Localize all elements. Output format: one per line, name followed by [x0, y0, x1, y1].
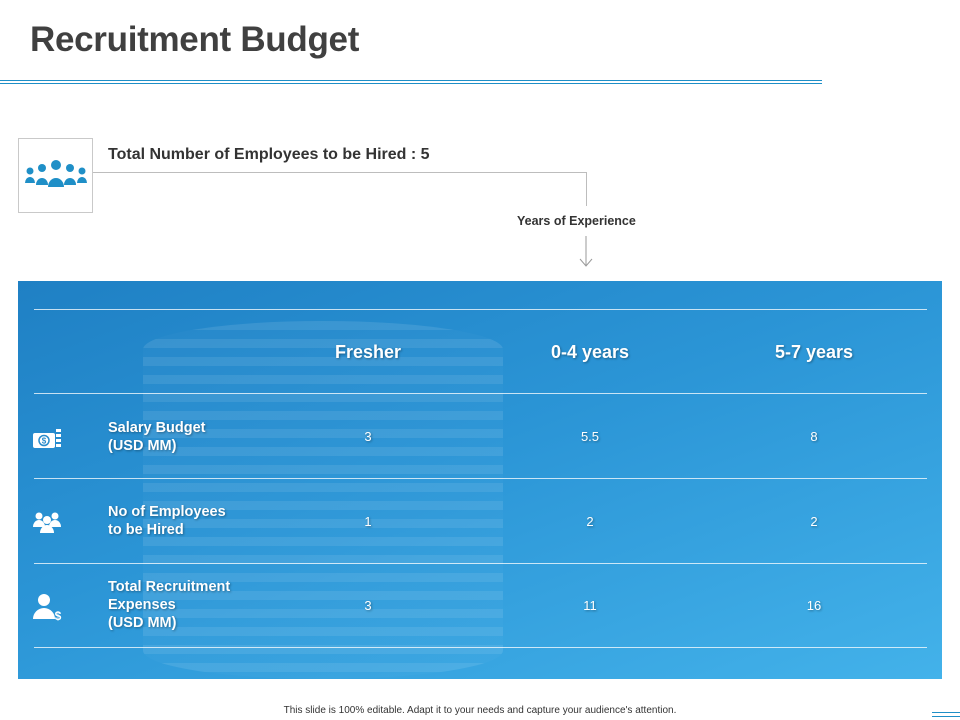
- table-cell: 1: [364, 514, 372, 529]
- column-header-0-4-years: 0-4 years: [550, 342, 630, 362]
- table-cell: 3: [364, 598, 372, 613]
- title-divider: [0, 80, 822, 81]
- column-header-5-7-years: 5-7 years: [774, 342, 854, 362]
- svg-text:$: $: [42, 437, 47, 446]
- table-divider: [34, 478, 927, 479]
- budget-table: Fresher 0-4 years 5-7 years $ Salary Bud…: [18, 281, 942, 679]
- person-dollar-icon: $: [33, 594, 62, 621]
- row-label-total-recruitment-expenses: Total Recruitment Expenses (USD MM): [108, 579, 231, 631]
- table-divider: [34, 393, 927, 394]
- table-cell: 2: [586, 514, 594, 529]
- table-divider: [34, 309, 927, 310]
- svg-text:$: $: [55, 609, 62, 621]
- connector-line: [586, 172, 587, 206]
- employees-icon-box: [18, 138, 93, 213]
- years-of-experience-label: Years of Experience: [517, 214, 636, 228]
- table-divider: [34, 563, 927, 564]
- title-divider: [0, 83, 822, 84]
- table-cell: 5.5: [580, 429, 600, 444]
- table-cell: 11: [583, 598, 597, 613]
- row-label-salary-budget: Salary Budget (USD MM): [108, 420, 206, 454]
- team-icon: [25, 160, 87, 187]
- coin-stack-background: [143, 321, 503, 679]
- corner-divider: [932, 716, 960, 717]
- row-label-no-of-employees: No of Employees to be Hired: [108, 504, 226, 538]
- money-icon: $: [33, 429, 61, 448]
- column-header-fresher: Fresher: [334, 342, 402, 362]
- table-cell: 8: [810, 429, 818, 444]
- table-cell: 16: [806, 598, 822, 613]
- corner-divider: [932, 712, 960, 713]
- table-divider: [34, 647, 927, 648]
- connector-line: [93, 172, 586, 173]
- table-cell: 3: [364, 429, 372, 444]
- down-arrow-icon: [579, 236, 593, 267]
- team-icon: [33, 512, 61, 533]
- page-title: Recruitment Budget: [30, 20, 360, 59]
- footer-note: This slide is 100% editable. Adapt it to…: [283, 705, 677, 716]
- total-employees-text: Total Number of Employees to be Hired : …: [108, 146, 430, 163]
- table-cell: 2: [810, 514, 818, 529]
